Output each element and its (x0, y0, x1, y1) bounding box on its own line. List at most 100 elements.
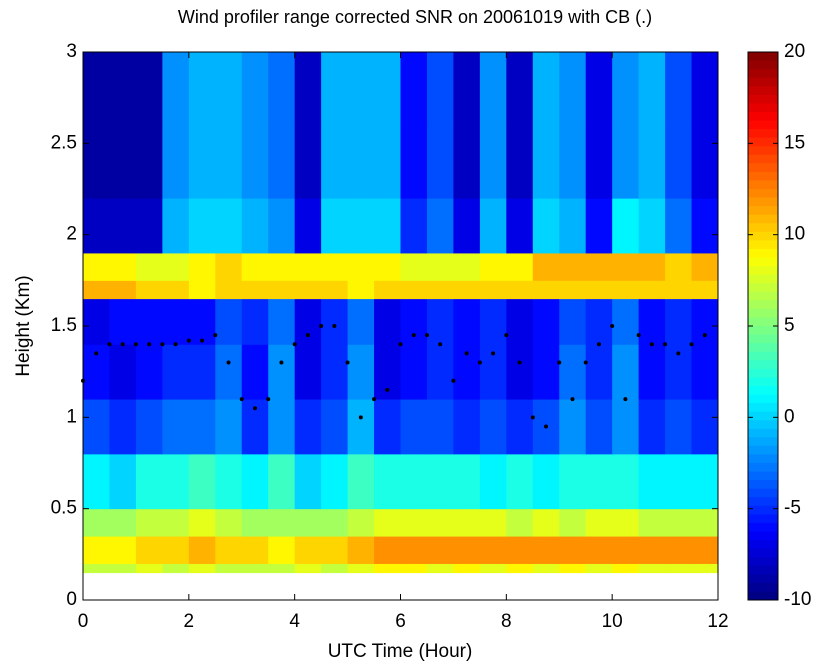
x-tick-label: 2 (184, 611, 195, 632)
colorbar-segment (748, 505, 778, 515)
heat-cell (135, 198, 163, 254)
colorbar-segment (748, 343, 778, 353)
cb-point (636, 333, 641, 338)
heat-cell (585, 198, 613, 254)
heat-cell (426, 399, 454, 455)
colorbar-segment (748, 60, 778, 70)
cb-point (676, 351, 681, 356)
heat-cell (135, 536, 163, 564)
heat-cell (506, 344, 534, 400)
heat-cell (374, 508, 401, 537)
heat-cell (612, 198, 640, 254)
heat-cell (321, 298, 349, 345)
chart-title: Wind profiler range corrected SNR on 200… (178, 7, 652, 27)
heat-cell (691, 280, 719, 300)
heat-cell (612, 453, 640, 510)
heat-cell (559, 198, 587, 254)
heat-cell (135, 508, 163, 537)
cb-point (596, 342, 601, 347)
heat-cell (347, 453, 375, 510)
heat-cell (612, 508, 640, 537)
heat-cell (215, 344, 243, 400)
cb-point (372, 397, 377, 402)
heat-cell (665, 536, 693, 564)
heat-cell (321, 399, 349, 455)
colorbar-segment (748, 52, 778, 62)
cb-point (147, 342, 152, 347)
heat-cell (321, 252, 349, 281)
heat-cell (347, 536, 375, 564)
heat-cell (294, 536, 322, 564)
x-tick-label: 4 (289, 611, 300, 632)
colorbar-segment (748, 360, 778, 370)
heat-cell (665, 280, 693, 300)
heat-cell (453, 298, 481, 345)
heat-cell (162, 252, 190, 281)
colorbar-segment (748, 163, 778, 173)
heat-cell (400, 125, 428, 199)
heat-cell (506, 399, 534, 455)
heat-cell (638, 298, 666, 345)
heat-cell (188, 344, 216, 400)
heat-cell (215, 508, 243, 537)
heat-cell (215, 536, 243, 564)
heat-cell (691, 298, 719, 345)
heat-cell (294, 508, 322, 537)
heat-cell (506, 280, 534, 300)
heat-cell (268, 125, 296, 199)
heat-cell (453, 453, 481, 510)
heat-cell (321, 198, 349, 254)
heat-cell (691, 252, 719, 281)
heat-cell (612, 298, 640, 345)
heat-cell (585, 563, 613, 574)
colorbar-segment (748, 574, 778, 584)
heat-cell (638, 508, 666, 537)
heat-cell (347, 563, 375, 574)
heat-cell (479, 453, 507, 510)
heat-cell (374, 52, 401, 126)
heat-cell (83, 298, 110, 345)
heat-cell (83, 125, 110, 199)
heat-cell (215, 399, 243, 455)
heat-cell (294, 198, 322, 254)
colorbar-segment (748, 420, 778, 430)
colorbar-tick-label: 0 (784, 406, 795, 427)
cb-point (438, 342, 443, 347)
heat-cell (400, 508, 428, 537)
colorbar-segment (748, 206, 778, 216)
heat-cell (109, 280, 137, 300)
heat-cell (162, 52, 190, 126)
heat-cell (188, 52, 216, 126)
heat-cell (612, 536, 640, 564)
heat-cell (374, 536, 401, 564)
heat-cell (188, 125, 216, 199)
heat-cell (241, 298, 269, 345)
cb-point (610, 324, 615, 328)
heat-cell (506, 536, 534, 564)
heat-cell (347, 125, 375, 199)
y-tick-label: 2.5 (51, 132, 77, 153)
colorbar-segment (748, 522, 778, 532)
cb-point (292, 342, 297, 347)
heat-cell (188, 508, 216, 537)
heat-cell (479, 198, 507, 254)
colorbar-segment (748, 103, 778, 113)
heat-cell (83, 399, 110, 455)
heat-cell (347, 280, 375, 300)
heat-cell (400, 399, 428, 455)
heat-cell (374, 252, 401, 281)
heat-cell (83, 508, 110, 537)
cb-point (173, 342, 178, 347)
cb-point (266, 397, 271, 402)
colorbar-segment (748, 111, 778, 121)
heat-cell (559, 563, 587, 574)
heat-cell (294, 280, 322, 300)
heat-cell (162, 280, 190, 300)
heat-cell (453, 536, 481, 564)
heat-cell (374, 453, 401, 510)
heat-cell (241, 125, 269, 199)
heat-cell (188, 252, 216, 281)
heat-cell (479, 252, 507, 281)
heat-cell (426, 280, 454, 300)
cb-point (451, 378, 456, 383)
